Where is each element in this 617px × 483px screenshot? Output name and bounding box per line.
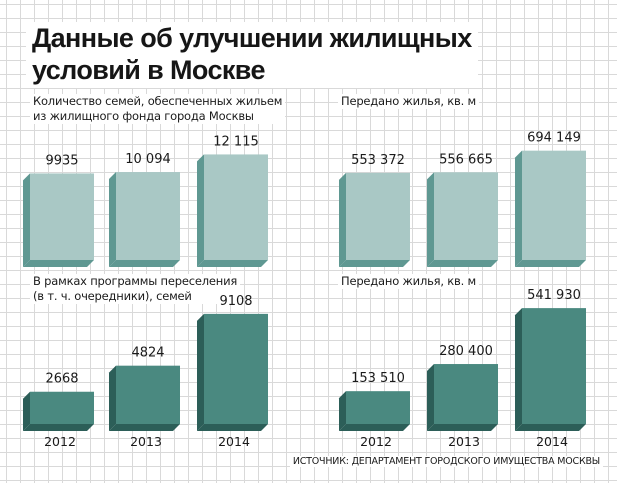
chart-area-transferred-1: 553 372 556 665 694 149 [339,131,586,267]
chart-label-area-transferred-1: Передано жилья, кв. м [338,94,480,109]
tick-label-year: 2012 [360,434,392,449]
bar-bottom [197,260,268,267]
chart-label-resettlement: В рамках программы переселения (в т. ч. … [30,274,241,304]
bar [339,172,410,267]
bar-face [116,365,180,424]
chart-resettlement-families: 2668 4824 9108 2012 2013 2014 [23,294,268,449]
bar-face [434,364,498,424]
bar-face [30,391,94,424]
bar-face [204,154,268,260]
chart-label-line: В рамках программы переселения [33,274,238,288]
bar-face [204,313,268,424]
chart-label-line: из жилищного фонда города Москвы [33,109,254,123]
bar-side [109,365,116,431]
bar-bottom [339,260,410,267]
bar-face [346,391,410,424]
chart-label-line: Количество семей, обеспеченных жильем [33,94,283,108]
data-label: 541 930 [527,288,581,303]
bar-side [23,391,30,431]
bar-face [346,172,410,260]
bar [427,364,498,431]
bar [197,313,268,431]
chart-area-transferred-2: 153 510 280 400 541 930 2012 2013 2014 [339,288,586,449]
page-title: Данные об улучшении жилищных условий в М… [26,22,478,88]
data-label: 12 115 [213,134,259,149]
data-label: 10 094 [125,152,171,167]
bar-side [515,150,522,267]
data-label: 9935 [45,153,78,168]
data-label: 694 149 [527,131,581,146]
bar-face [434,172,498,260]
bar-bottom [339,424,410,431]
bar-face [116,172,180,260]
source-note: ИСТОЧНИК: ДЕПАРТАМЕНТ ГОРОДСКОГО ИМУЩЕСТ… [289,456,603,467]
bar-bottom [427,424,498,431]
chart-label-area-transferred-2: Передано жилья, кв. м [338,274,480,289]
bar [109,172,180,267]
data-label: 556 665 [439,152,493,167]
bar-bottom [515,260,586,267]
data-label: 2668 [45,372,78,387]
bar-side [23,173,30,267]
chart-families-housed: 9935 10 094 12 115 [23,134,268,267]
bar-side [427,364,434,431]
bar-side [197,154,204,267]
bar-side [197,313,204,431]
chart-label-line: Передано жилья, кв. м [341,274,477,288]
tick-label-year: 2013 [448,434,480,449]
bar-bottom [109,424,180,431]
title-line-2: условий в Москве [32,55,265,85]
data-label: 280 400 [439,344,493,359]
data-label: 153 510 [351,371,405,386]
bar [339,391,410,431]
data-label: 553 372 [351,153,405,168]
bar-bottom [23,424,94,431]
bar-face [522,308,586,424]
bar [23,173,94,267]
bar-face [30,173,94,260]
data-label: 9108 [219,294,252,309]
title-line-1: Данные об улучшении жилищных [32,23,472,53]
bar [109,365,180,431]
bar [427,172,498,267]
tick-label-year: 2013 [130,434,162,449]
bar-face [522,150,586,260]
data-label: 4824 [131,346,164,361]
bar [197,154,268,267]
chart-label-line: Передано жилья, кв. м [341,94,477,108]
chart-label-line: (в т. ч. очередники), семей [33,289,192,303]
bar-side [427,172,434,267]
bar-side [339,172,346,267]
tick-label-year: 2014 [536,434,568,449]
tick-label-year: 2014 [218,434,250,449]
bar-bottom [109,260,180,267]
bar [515,308,586,431]
bar [23,391,94,431]
bar-bottom [515,424,586,431]
tick-label-year: 2012 [44,434,76,449]
bar-bottom [197,424,268,431]
bar-side [515,308,522,431]
bar-side [339,391,346,431]
bar-bottom [427,260,498,267]
chart-label-families-housed: Количество семей, обеспеченных жильем из… [30,94,286,124]
bar-bottom [23,260,94,267]
bar [515,150,586,267]
bar-side [109,172,116,267]
